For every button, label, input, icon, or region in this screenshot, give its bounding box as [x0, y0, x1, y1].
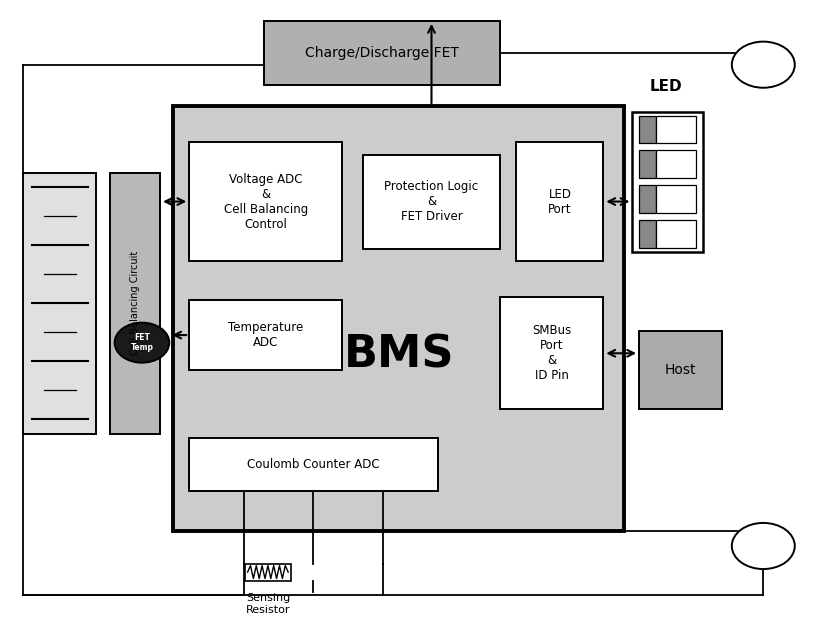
- FancyBboxPatch shape: [173, 106, 624, 531]
- Text: Coulomb Counter ADC: Coulomb Counter ADC: [247, 458, 379, 471]
- Text: Temperature
ADC: Temperature ADC: [229, 321, 304, 349]
- FancyBboxPatch shape: [110, 173, 160, 434]
- Circle shape: [114, 322, 169, 363]
- Text: FET
Temp: FET Temp: [130, 333, 153, 352]
- FancyBboxPatch shape: [639, 185, 656, 213]
- Text: SMBus
Port
&
ID Pin: SMBus Port & ID Pin: [532, 324, 571, 383]
- FancyBboxPatch shape: [23, 173, 97, 434]
- Text: Host: Host: [665, 363, 696, 377]
- Text: P+: P+: [753, 58, 773, 72]
- Circle shape: [731, 523, 795, 569]
- FancyBboxPatch shape: [656, 150, 696, 178]
- Text: Voltage ADC
&
Cell Balancing
Control: Voltage ADC & Cell Balancing Control: [224, 173, 308, 230]
- FancyBboxPatch shape: [189, 142, 343, 261]
- FancyBboxPatch shape: [656, 220, 696, 248]
- FancyBboxPatch shape: [639, 150, 656, 178]
- FancyBboxPatch shape: [264, 21, 500, 85]
- FancyBboxPatch shape: [516, 142, 604, 261]
- FancyBboxPatch shape: [639, 116, 656, 144]
- FancyBboxPatch shape: [639, 220, 656, 248]
- Text: LED
Port: LED Port: [548, 188, 571, 215]
- Text: P-: P-: [756, 539, 770, 553]
- Text: Cell Balancing Circuit: Cell Balancing Circuit: [130, 251, 140, 355]
- FancyBboxPatch shape: [189, 300, 343, 370]
- FancyBboxPatch shape: [639, 331, 722, 409]
- FancyBboxPatch shape: [500, 297, 604, 409]
- FancyBboxPatch shape: [363, 155, 500, 249]
- Text: Sensing
Resistor: Sensing Resistor: [246, 594, 290, 615]
- Text: BMS: BMS: [344, 333, 454, 376]
- FancyBboxPatch shape: [656, 116, 696, 144]
- Text: Charge/Discharge FET: Charge/Discharge FET: [305, 46, 459, 60]
- FancyBboxPatch shape: [632, 112, 703, 251]
- Text: LED: LED: [649, 79, 682, 94]
- Text: Protection Logic
&
FET Driver: Protection Logic & FET Driver: [384, 180, 479, 223]
- FancyBboxPatch shape: [245, 563, 291, 581]
- FancyBboxPatch shape: [656, 185, 696, 213]
- FancyBboxPatch shape: [189, 438, 438, 491]
- Circle shape: [731, 41, 795, 88]
